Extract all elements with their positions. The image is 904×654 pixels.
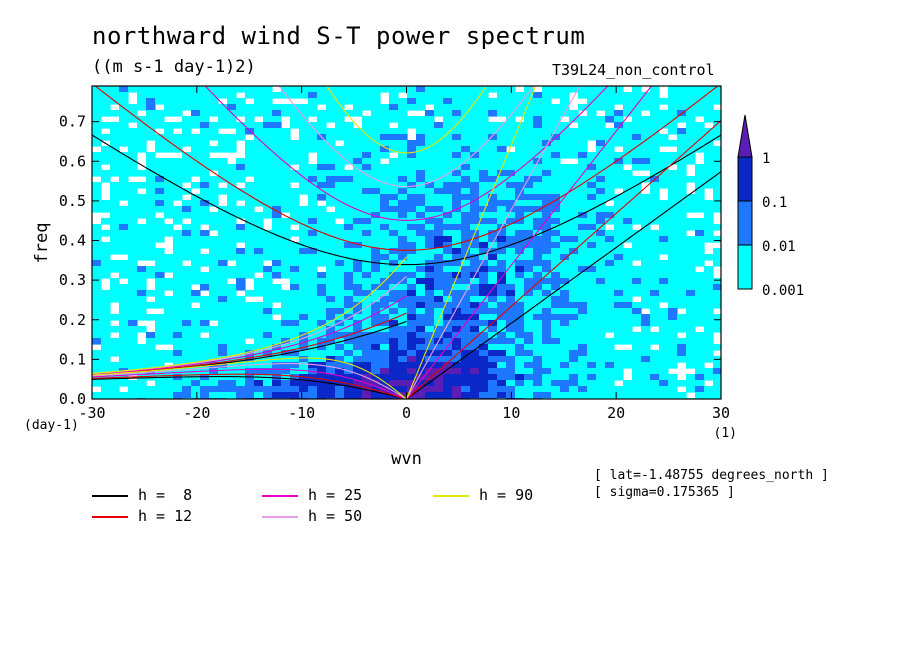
legend-label: h = 90 — [479, 486, 534, 504]
y-axis-label: freq — [32, 223, 52, 264]
colorbar-label: 0.001 — [762, 283, 804, 299]
legend-swatch — [92, 495, 128, 497]
x-tick-label: 20 — [607, 404, 625, 422]
colorbar-segment — [737, 156, 753, 202]
legend-swatch — [262, 516, 298, 518]
legend-label: h = 12 — [138, 507, 193, 525]
colorbar-segment — [737, 200, 753, 246]
kelvin-curve-h90 — [405, 86, 537, 399]
legend-label: h = 25 — [308, 486, 363, 504]
mrg-curve-h12 — [92, 312, 407, 376]
x-tick-label: -10 — [288, 404, 315, 422]
colorbar-label: 0.01 — [762, 239, 796, 255]
kelvin-curve-h8 — [406, 171, 721, 399]
curve-set-h90 — [92, 86, 537, 399]
inertia-gravity-curve-h90 — [326, 86, 487, 154]
rossby-curve-h90 — [92, 357, 407, 399]
inertia-gravity-curve-h8 — [92, 134, 721, 266]
y-tick-label: 0.2 — [59, 311, 86, 329]
x-tick-label: 10 — [502, 404, 520, 422]
legend-label: h = 8 — [138, 486, 193, 504]
rossby-curve-h25 — [92, 368, 407, 399]
chart-title: northward wind S-T power spectrum — [92, 22, 586, 50]
curve-set-h12 — [92, 86, 721, 399]
y-tick-label: 0.7 — [59, 113, 86, 131]
mrg-curve-h90 — [92, 256, 407, 374]
legend-swatch — [262, 495, 298, 497]
rossby-curve-h12 — [92, 373, 407, 399]
y-tick-label: 0.5 — [59, 192, 86, 210]
kelvin-curve-h50 — [406, 86, 581, 399]
x-tick-label: -30 — [78, 404, 105, 422]
kelvin-curve-h25 — [406, 86, 653, 399]
sigma-note: [ sigma=0.175365 ] — [594, 485, 735, 500]
run-name: T39L24_non_control — [552, 61, 715, 79]
y-unit-label: (day-1) — [24, 418, 79, 433]
x-unit-label: (1) — [714, 426, 737, 441]
axes: -30 -20 -10 0 10 20 30 0.0 0.1 0.2 0.3 0.4 0.5 0.6 0.7… — [24, 86, 737, 469]
colorbar-label: 0.1 — [762, 195, 787, 211]
y-tick-label: 0.4 — [59, 232, 86, 250]
y-tick-label: 0.1 — [59, 350, 86, 368]
inertia-gravity-curve-h12 — [94, 86, 719, 251]
chart-units: ((m s-1 day-1)2) — [92, 57, 256, 77]
colorbar: 1 0.1 0.01 0.001 — [737, 114, 804, 299]
colorbar-extend-triangle — [737, 114, 753, 158]
y-tick-label: 0.3 — [59, 271, 86, 289]
rossby-curve-h50 — [92, 363, 407, 399]
inertia-gravity-curve-h25 — [204, 86, 609, 221]
colorbar-label: 1 — [762, 151, 770, 167]
power-field — [92, 86, 721, 399]
kelvin-curve-h12 — [406, 120, 721, 399]
y-tick-label: 0.6 — [59, 152, 86, 170]
legend-swatch — [92, 516, 128, 518]
y-tick-label: 0.0 — [59, 390, 86, 408]
x-tick-label: -20 — [183, 404, 210, 422]
curve-set-h25 — [92, 86, 653, 399]
x-tick-label: 0 — [402, 404, 411, 422]
legend-label: h = 50 — [308, 507, 363, 525]
dispersion-curves — [92, 86, 721, 399]
mrg-curve-h25 — [92, 295, 407, 375]
legend-swatch — [433, 495, 469, 497]
curve-set-h8 — [92, 134, 721, 399]
inertia-gravity-curve-h50 — [278, 86, 535, 188]
rossby-curve-h8 — [92, 376, 407, 399]
x-axis-label: wvn — [391, 449, 422, 469]
x-tick-label: 30 — [712, 404, 730, 422]
colorbar-segment — [737, 244, 753, 290]
latitude-note: [ lat=-1.48755 degrees_north ] — [594, 468, 829, 483]
